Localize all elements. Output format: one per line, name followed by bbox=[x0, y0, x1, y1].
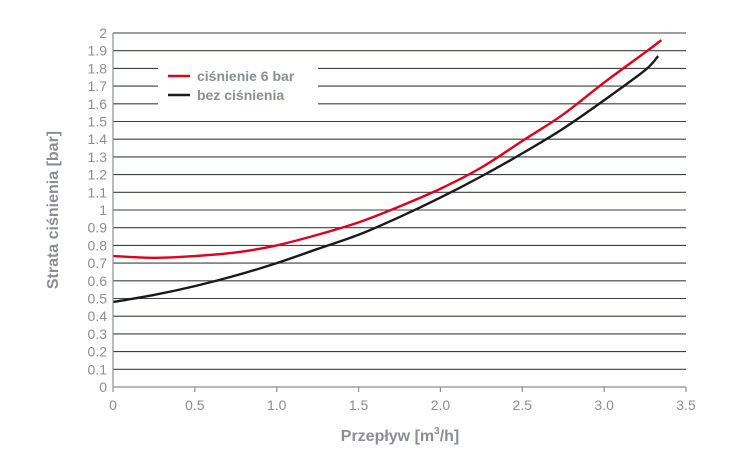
series-lines bbox=[112, 39, 663, 304]
y-tick-label: 1.8 bbox=[88, 60, 108, 76]
grid-lines bbox=[113, 32, 686, 370]
y-tick-label: 1.3 bbox=[88, 149, 108, 165]
x-tick-label: 1.0 bbox=[267, 397, 287, 413]
y-tick-label: 0.8 bbox=[88, 237, 108, 253]
y-axis-title: Strata ciśnienia [bar] bbox=[45, 131, 62, 289]
y-tick-label: 1.4 bbox=[88, 131, 108, 147]
y-tick-label: 1.1 bbox=[88, 184, 108, 200]
legend-label-cisnienie-6-bar: ciśnienie 6 bar bbox=[197, 68, 295, 84]
x-tick-label: 2.5 bbox=[513, 397, 533, 413]
legend: ciśnienie 6 bar bez ciśnienia bbox=[158, 64, 318, 106]
y-tick-label: 0.5 bbox=[88, 291, 108, 307]
x-tick-label: 2.0 bbox=[431, 397, 451, 413]
y-tick-labels: 0 0.10.2 0.3 0.40.5 0.6 0.7 0.80.9 1 1.11.2 1.3 1.… bbox=[88, 25, 108, 395]
y-tick-label: 0.7 bbox=[88, 255, 108, 271]
y-tick-label: 0.4 bbox=[88, 308, 108, 324]
y-tick-label: 1.7 bbox=[88, 78, 108, 94]
y-tick-label: 2 bbox=[99, 25, 107, 41]
x-axis-title-end: /h] bbox=[440, 428, 460, 445]
x-axis-title-main: Przepływ [m bbox=[341, 428, 434, 445]
x-tick-labels: 0 0.5 1.0 1.5 2.0 2.5 3.0 3.5 bbox=[109, 387, 696, 413]
series-line-1 bbox=[112, 55, 660, 304]
y-tick-label: 0.3 bbox=[88, 326, 108, 342]
y-tick-label: 1.2 bbox=[88, 167, 108, 183]
x-tick-label: 0 bbox=[109, 397, 117, 413]
legend-background bbox=[158, 64, 318, 106]
x-axis-title-superscript: 3 bbox=[434, 426, 440, 437]
y-tick-label: 1.9 bbox=[88, 43, 108, 59]
y-tick-label: 0.1 bbox=[88, 361, 108, 377]
x-axis-title: Przepływ [m3/h] bbox=[341, 426, 459, 445]
y-tick-label: 0.6 bbox=[88, 273, 108, 289]
y-tick-label: 0.9 bbox=[88, 220, 108, 236]
x-tick-label: 3.0 bbox=[594, 397, 614, 413]
x-tick-label: 3.5 bbox=[676, 397, 696, 413]
series-line-0 bbox=[112, 39, 663, 259]
y-tick-label: 1 bbox=[99, 202, 107, 218]
y-tick-label: 0 bbox=[99, 379, 107, 395]
y-tick-label: 1.5 bbox=[88, 114, 108, 130]
x-tick-label: 1.5 bbox=[349, 397, 369, 413]
y-tick-label: 0.2 bbox=[88, 344, 108, 360]
y-tick-label: 1.6 bbox=[88, 96, 108, 112]
legend-label-bez-cisnienia: bez ciśnienia bbox=[197, 87, 284, 103]
x-tick-label: 0.5 bbox=[185, 397, 205, 413]
